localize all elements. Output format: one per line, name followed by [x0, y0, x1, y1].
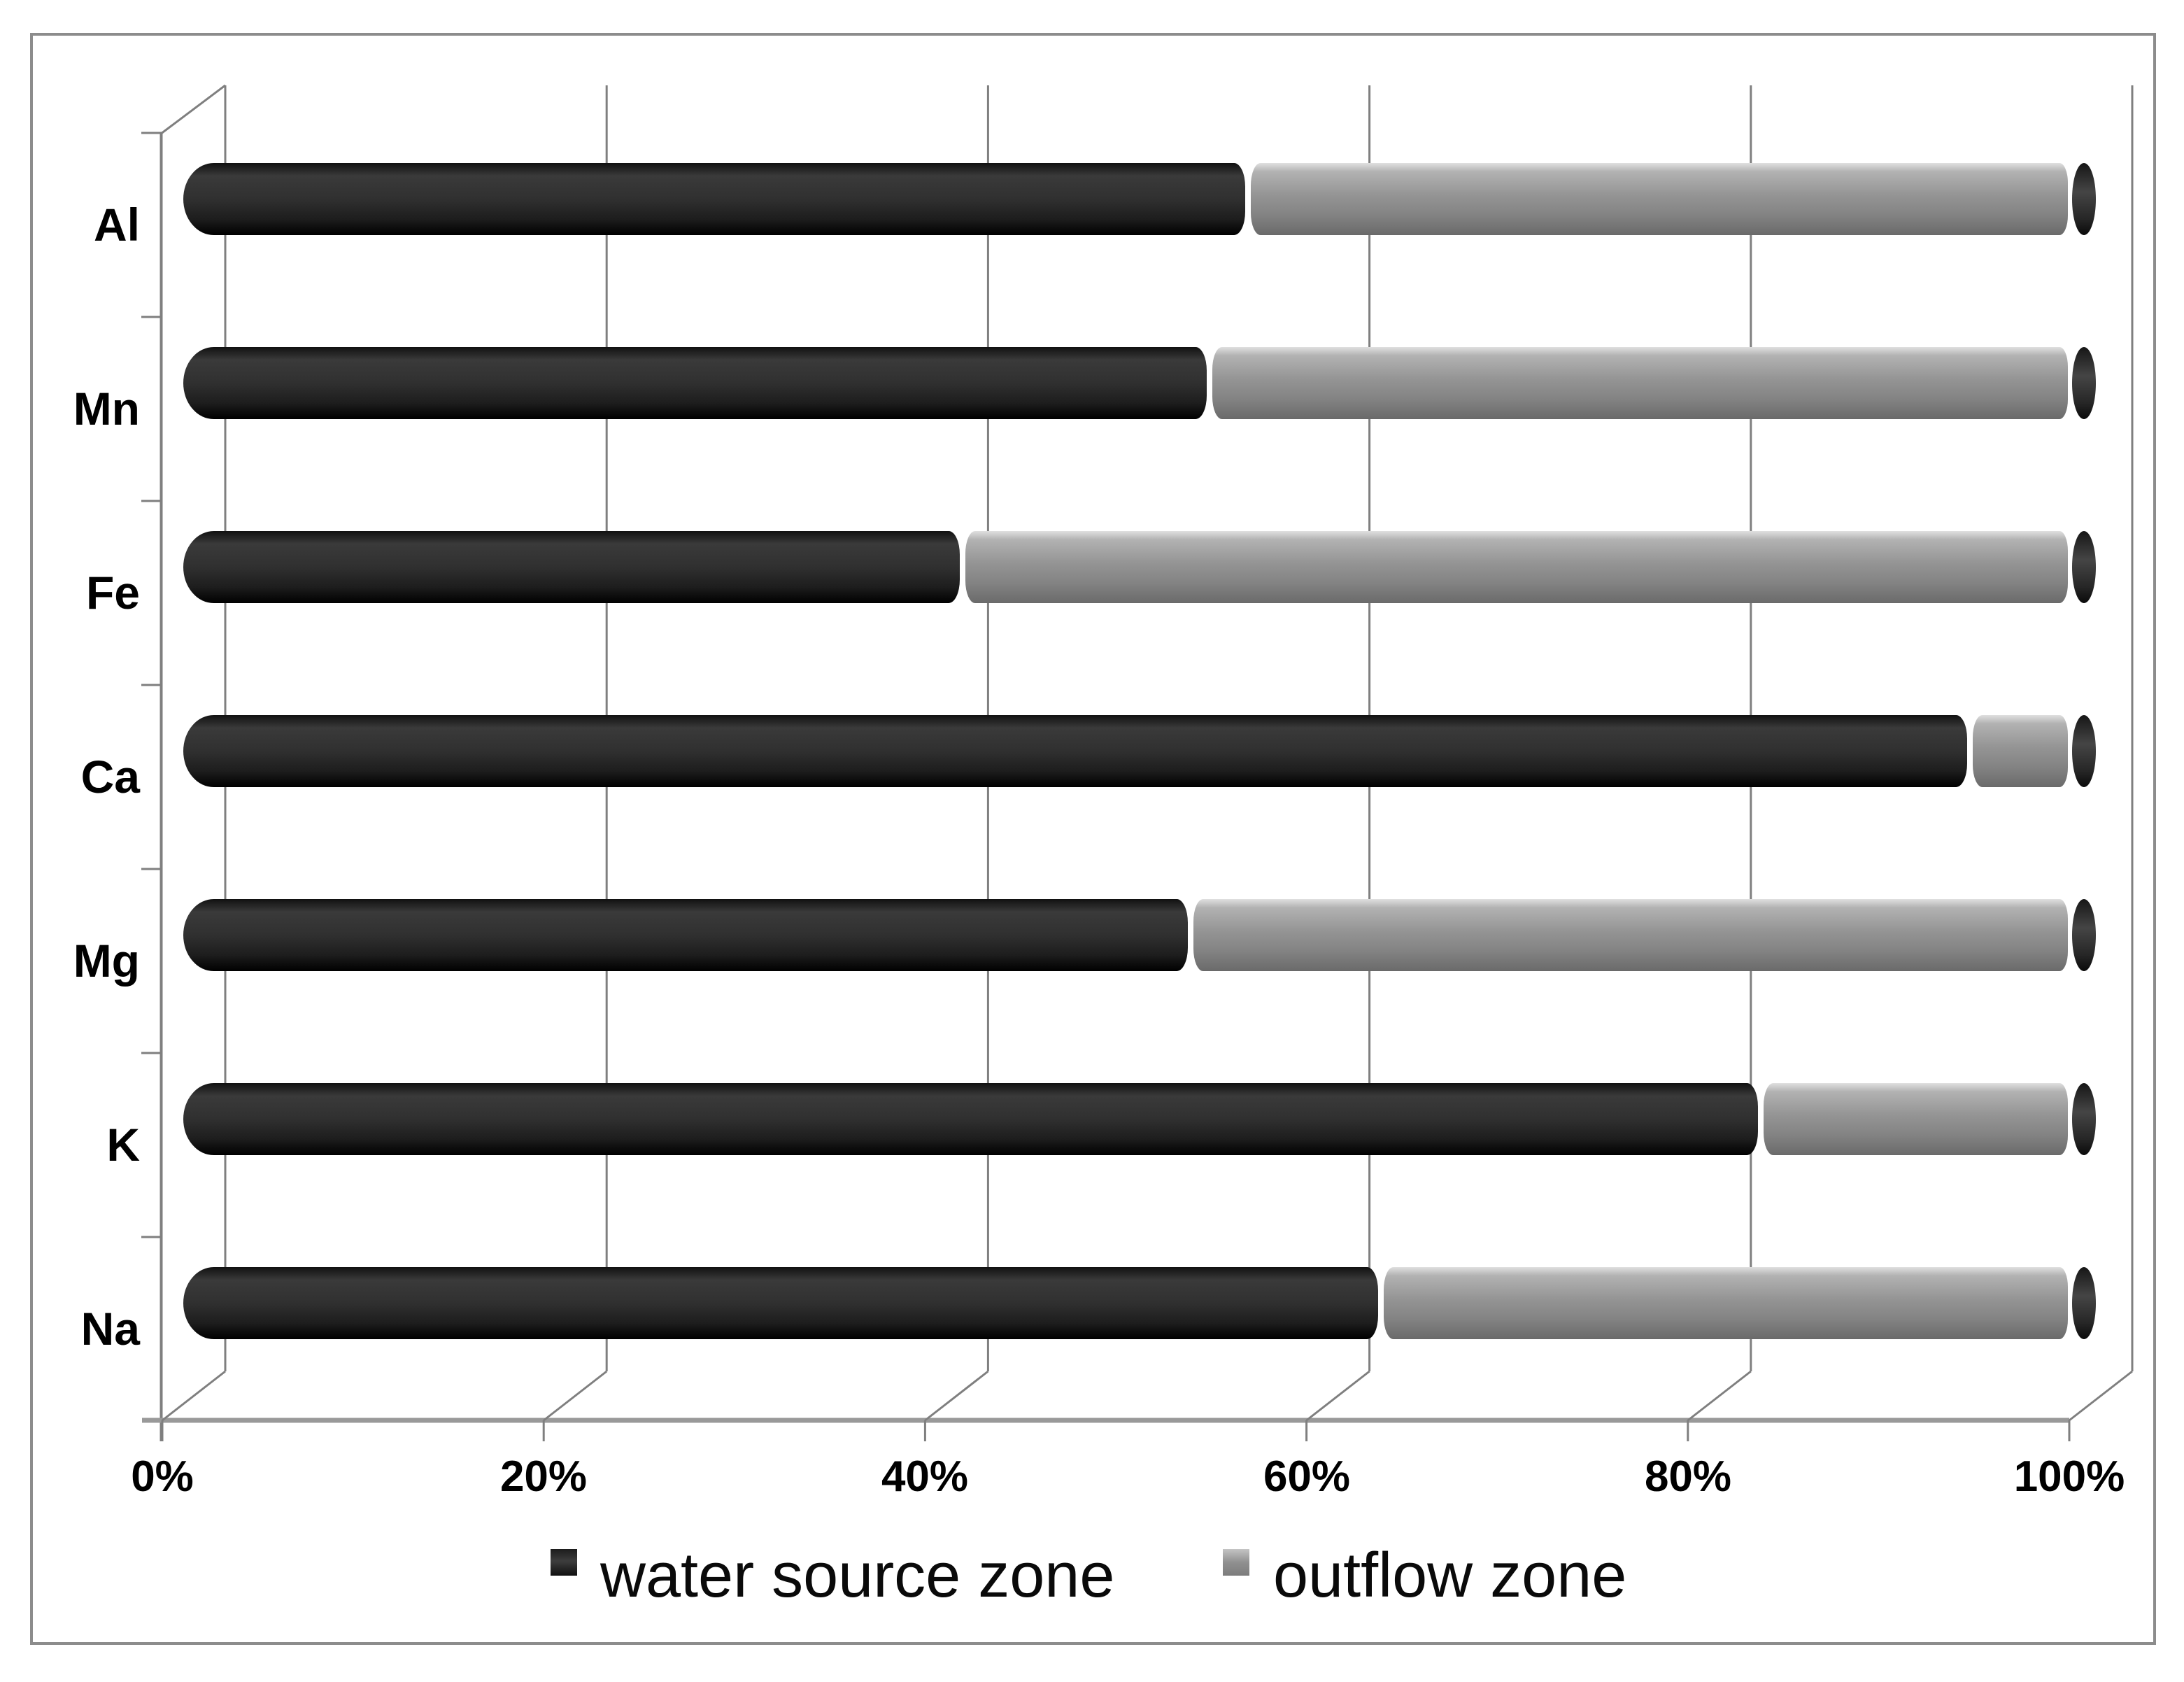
floor-depth-connector [162, 1370, 226, 1422]
bar-segment-water-source-zone [183, 347, 1207, 419]
bar-segment-water-source-zone [183, 531, 960, 603]
category-label-na: Na [80, 1303, 140, 1355]
bar-end-cap [2072, 163, 2096, 235]
legend-label-water-source-zone: water source zone [600, 1541, 1115, 1611]
bar-row-mn [183, 347, 2096, 419]
bar-row-k [183, 1083, 2096, 1155]
legend-label-outflow-zone: outflow zone [1273, 1541, 1627, 1611]
bar-row-mg [183, 899, 2096, 971]
bar-segment-outflow-zone [1193, 899, 2068, 971]
bar-segment-outflow-zone [1972, 715, 2068, 787]
bar-row-al [183, 163, 2096, 235]
depth-edge-top-left [161, 84, 226, 134]
floor-depth-connector [2069, 1370, 2133, 1422]
x-tick-label-40: 40% [881, 1453, 969, 1501]
bar-end-cap [2072, 715, 2096, 787]
bar-segment-outflow-zone [1250, 163, 2068, 235]
bar-segment-outflow-zone [1764, 1083, 2068, 1155]
category-label-k: K [106, 1119, 140, 1171]
x-tick-label-20: 20% [499, 1453, 588, 1501]
bar-row-ca [183, 715, 2096, 787]
category-label-mg: Mg [73, 935, 140, 987]
bar-row-na [183, 1267, 2096, 1339]
floor-depth-connector [1305, 1370, 1370, 1422]
category-label-fe: Fe [85, 567, 140, 619]
bar-end-cap [2072, 1267, 2096, 1339]
x-tick-label-60: 60% [1263, 1453, 1351, 1501]
category-label-al: Al [94, 199, 140, 250]
floor-depth-connector [543, 1370, 608, 1422]
bar-segment-outflow-zone [1212, 347, 2068, 419]
x-tick-label-100: 100% [2013, 1453, 2125, 1501]
bar-segment-outflow-zone [965, 531, 2068, 603]
bar-segment-water-source-zone [183, 1267, 1378, 1339]
bar-end-cap [2072, 899, 2096, 971]
bar-row-fe [183, 531, 2096, 603]
category-label-mn: Mn [73, 383, 140, 434]
category-label-ca: Ca [80, 751, 140, 803]
bar-segment-water-source-zone [183, 163, 1245, 235]
bar-end-cap [2072, 347, 2096, 419]
bar-end-cap [2072, 531, 2096, 603]
bar-segment-water-source-zone [183, 899, 1188, 971]
floor-depth-connector [1687, 1370, 1752, 1422]
bar-segment-water-source-zone [183, 1083, 1759, 1155]
legend-swatch-water-source-zone [551, 1549, 577, 1576]
bar-segment-water-source-zone [183, 715, 1967, 787]
x-tick-label-80: 80% [1644, 1453, 1732, 1501]
legend-swatch-outflow-zone [1223, 1549, 1249, 1576]
bar-segment-outflow-zone [1383, 1267, 2068, 1339]
floor-depth-connector [924, 1370, 989, 1422]
bar-end-cap [2072, 1083, 2096, 1155]
chart-border [30, 33, 2156, 1645]
x-tick-label-0: 0% [131, 1453, 194, 1501]
